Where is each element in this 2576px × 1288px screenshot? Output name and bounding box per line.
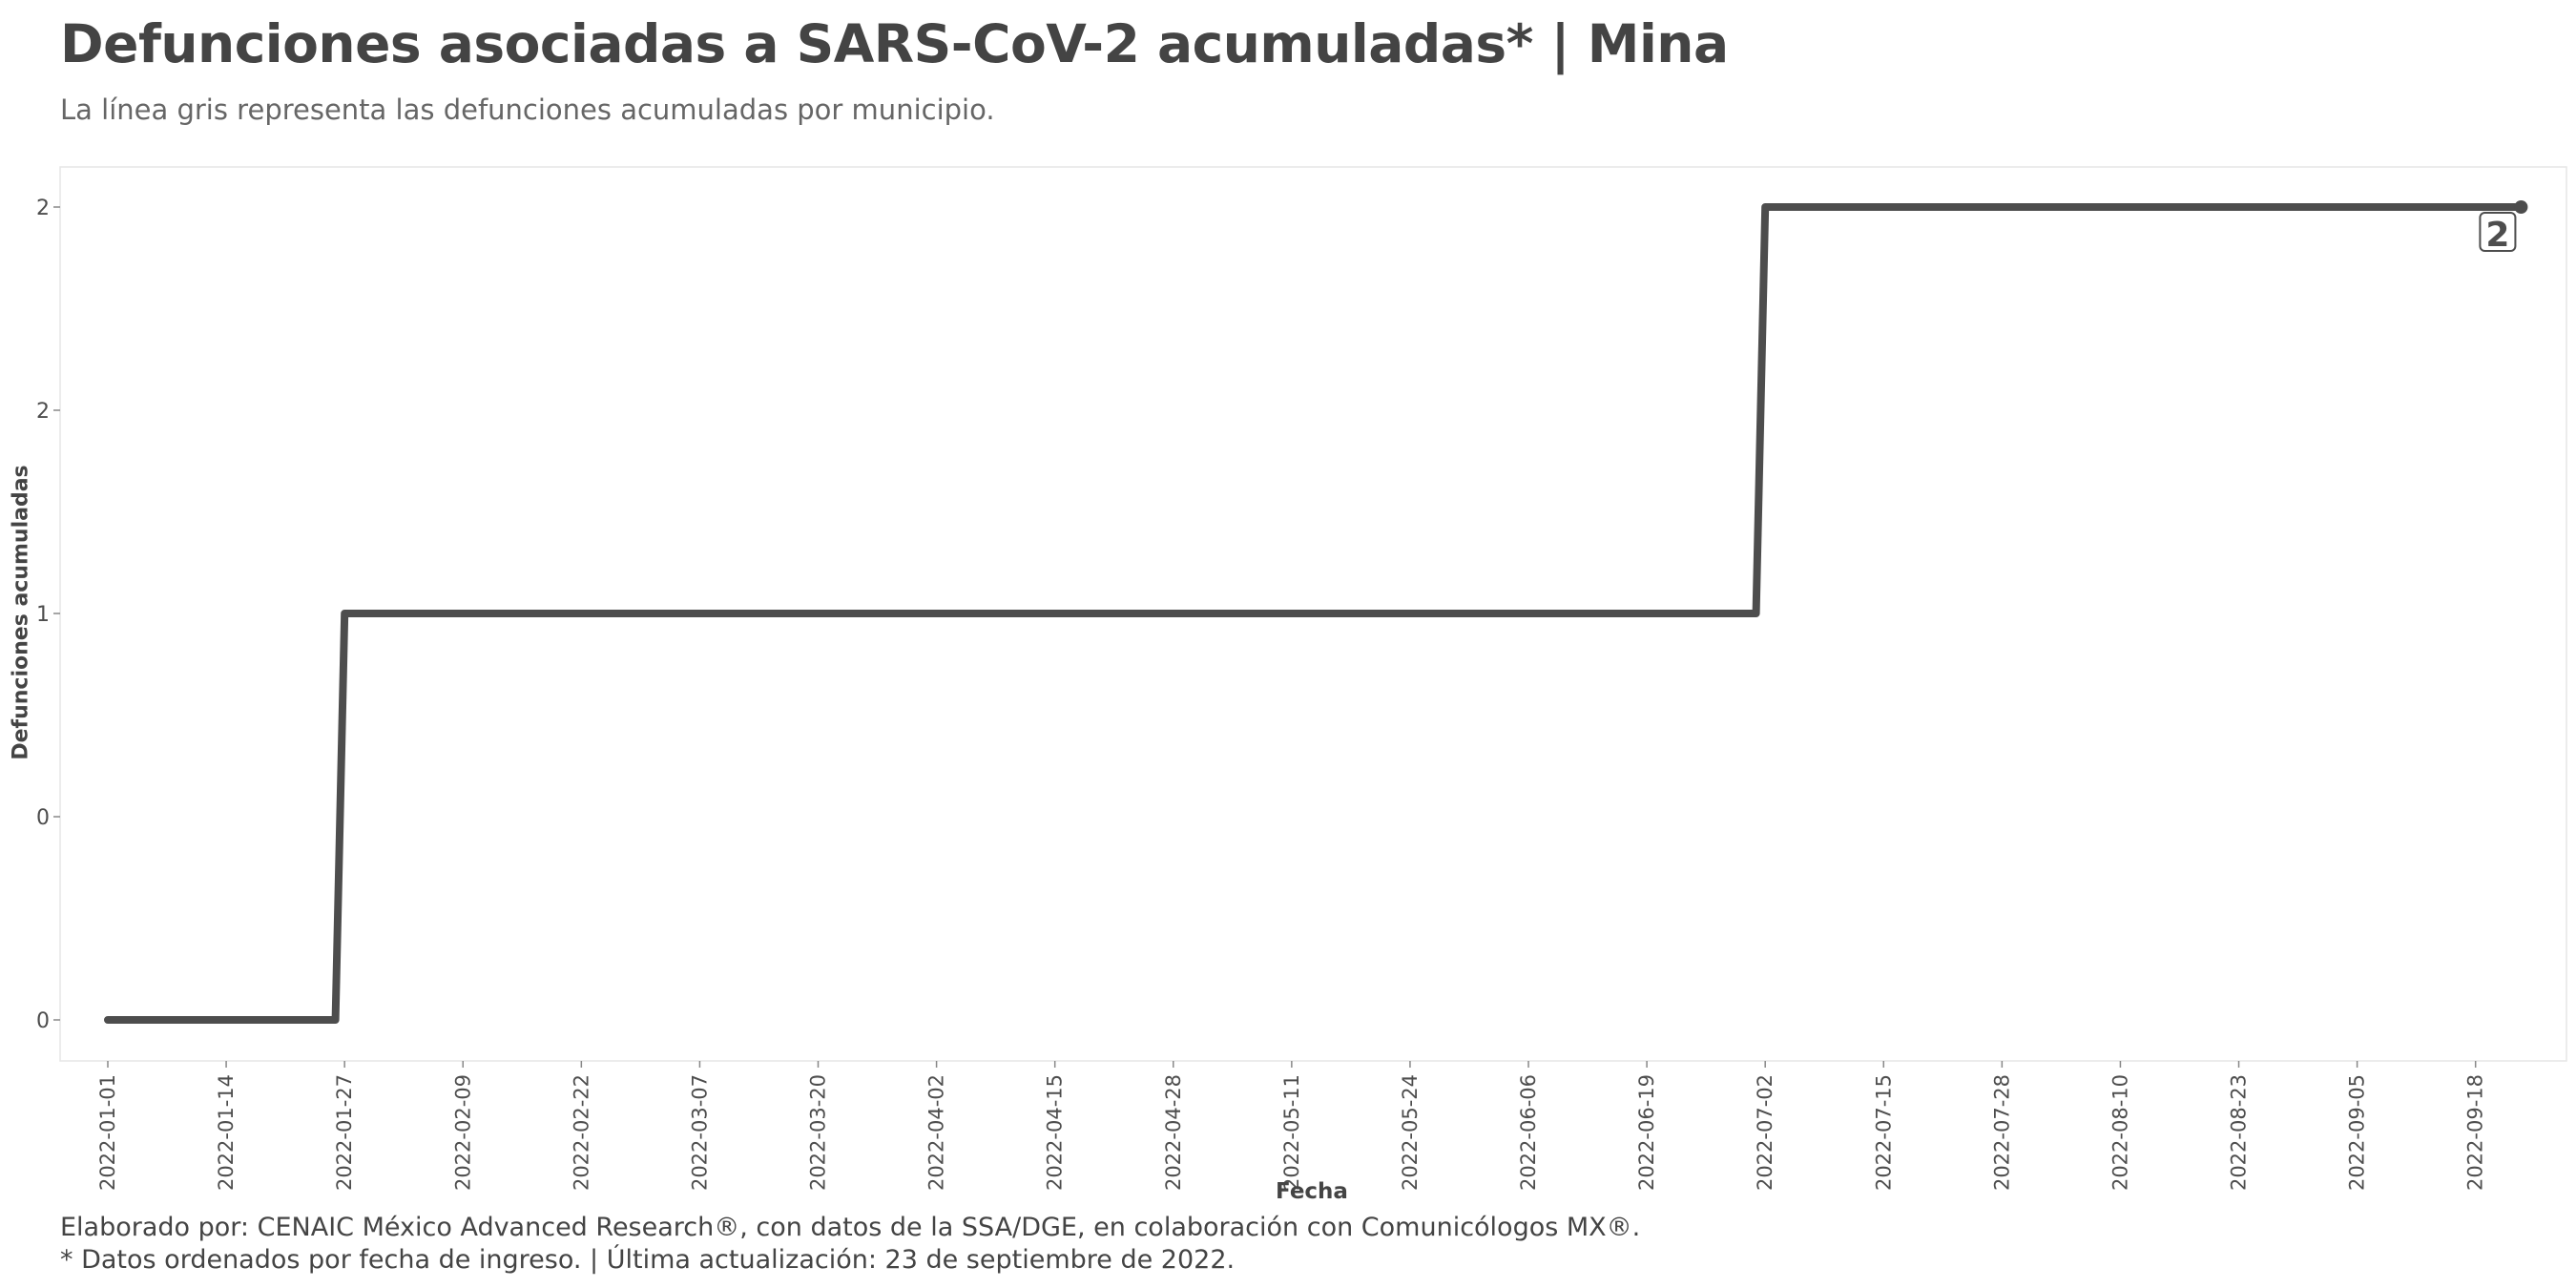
series-line	[104, 203, 2525, 1024]
chart-subtitle: La línea gris representa las defunciones…	[60, 93, 995, 126]
x-tick-label: 2022-06-06	[1517, 1074, 1540, 1191]
y-tick-label: 2	[36, 400, 50, 424]
x-axis-label: Fecha	[1276, 1179, 1348, 1204]
x-tick-label: 2022-09-18	[2464, 1074, 2487, 1191]
caption-note: * Datos ordenados por fecha de ingreso. …	[60, 1245, 1236, 1275]
x-tick-label: 2022-03-07	[688, 1074, 711, 1191]
chart-title: Defunciones asociadas a SARS-CoV-2 acumu…	[60, 13, 1729, 74]
y-axis-label: Defunciones acumuladas	[9, 465, 33, 760]
caption-credits: Elaborado por: CENAIC México Advanced Re…	[60, 1213, 1641, 1242]
y-tick-label: 0	[36, 806, 50, 830]
x-tick-label: 2022-01-14	[215, 1074, 238, 1191]
end-label: 2	[2485, 216, 2509, 255]
y-tick-label: 0	[36, 1009, 50, 1033]
x-tick-label: 2022-02-09	[451, 1074, 474, 1191]
x-tick-label: 2022-04-15	[1044, 1074, 1067, 1191]
y-tick-label: 1	[36, 603, 50, 627]
x-tick-label: 2022-02-22	[570, 1074, 592, 1191]
x-tick-label: 2022-05-11	[1280, 1074, 1303, 1191]
y-tick-label: 2	[36, 197, 50, 220]
x-tick-label: 2022-09-05	[2346, 1074, 2369, 1191]
x-tick-label: 2022-01-27	[333, 1074, 356, 1191]
x-tick-label: 2022-05-24	[1399, 1074, 1422, 1191]
x-tick-label: 2022-01-01	[96, 1074, 119, 1191]
x-tick-label: 2022-07-02	[1754, 1074, 1776, 1191]
x-tick-label: 2022-06-19	[1635, 1074, 1658, 1191]
end-label-box	[2479, 212, 2517, 252]
x-tick-label: 2022-07-15	[1872, 1074, 1895, 1191]
x-tick-label: 2022-08-23	[2228, 1074, 2251, 1191]
x-tick-label: 2022-04-02	[925, 1074, 948, 1191]
end-point	[2514, 200, 2528, 214]
x-tick-label: 2022-04-28	[1162, 1074, 1185, 1191]
x-tick-label: 2022-07-28	[1990, 1074, 2013, 1191]
x-tick-label: 2022-03-20	[807, 1074, 830, 1191]
x-tick-label: 2022-08-10	[2109, 1074, 2131, 1191]
